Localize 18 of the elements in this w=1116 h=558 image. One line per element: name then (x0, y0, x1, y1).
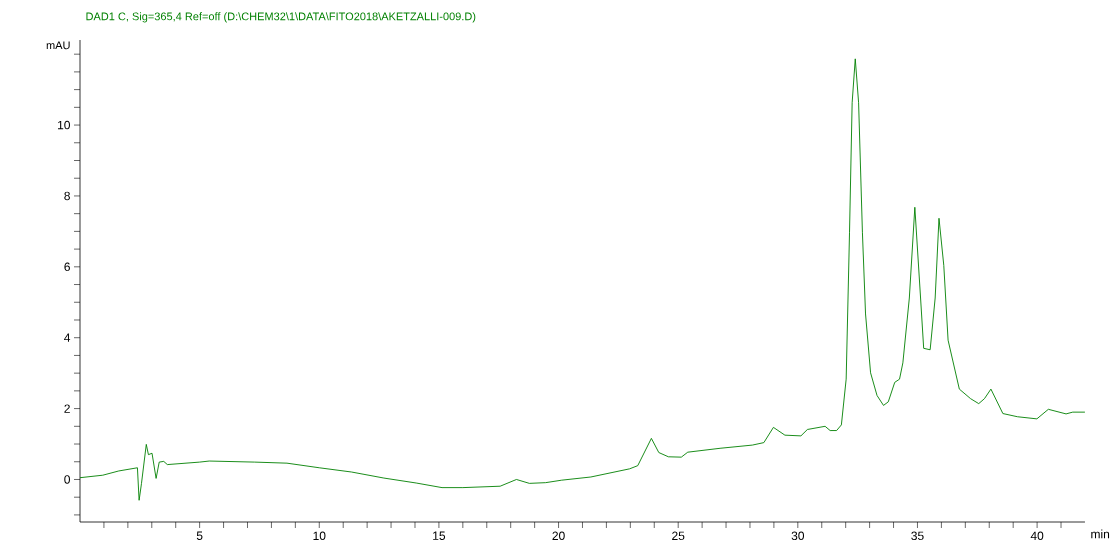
x-tick-label: 15 (433, 531, 446, 540)
x-axis-title: min (1091, 529, 1110, 539)
y-tick-label: 8 (64, 191, 70, 201)
x-tick-label: 25 (672, 531, 685, 541)
chart-title: DAD1 C, Sig=365,4 Ref=off (D:\CHEM32\1\DATA\FITO2018\AKETZALLI-009.D) (86, 12, 476, 23)
x-tick-label: 40 (1030, 531, 1044, 541)
x-tick-label: 30 (791, 531, 805, 541)
y-axis-title: mAU (46, 41, 70, 50)
x-tick-label: 10 (313, 531, 326, 541)
y-tick-label: 2 (64, 404, 70, 413)
x-tick-label: 35 (911, 531, 924, 541)
line-series (80, 58, 1085, 501)
y-tick-label: 4 (64, 333, 71, 342)
y-tick-label: 10 (58, 120, 71, 130)
x-tick-label: 20 (552, 531, 565, 541)
y-tick-label: 6 (64, 262, 70, 272)
x-tick-label: 5 (196, 531, 203, 540)
y-tick-label: 0 (64, 475, 71, 484)
